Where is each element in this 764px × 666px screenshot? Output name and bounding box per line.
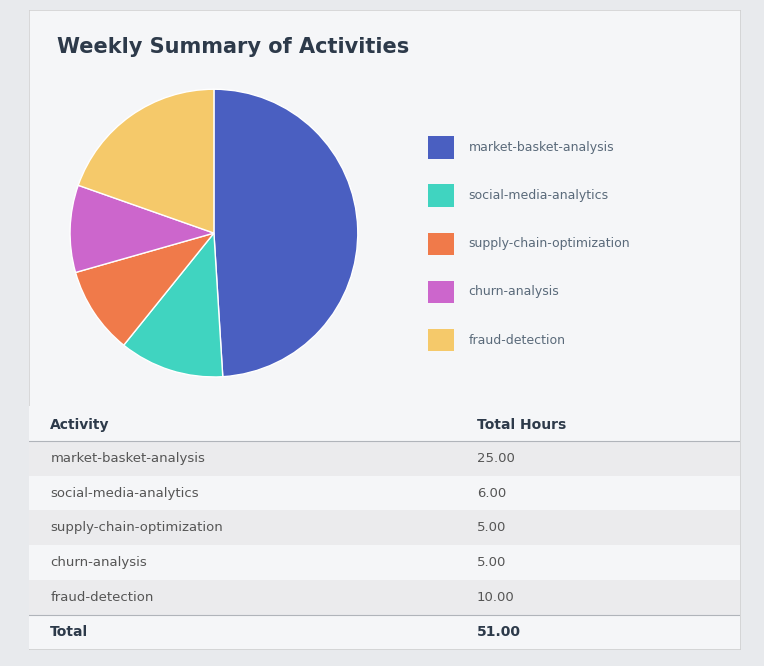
Text: social-media-analytics: social-media-analytics	[468, 189, 609, 202]
Text: Total: Total	[50, 625, 89, 639]
Text: churn-analysis: churn-analysis	[50, 556, 147, 569]
Text: fraud-detection: fraud-detection	[468, 334, 565, 346]
Text: Weekly Summary of Activities: Weekly Summary of Activities	[57, 37, 410, 57]
Text: Total Hours: Total Hours	[477, 418, 566, 432]
Bar	[29, 545, 740, 580]
Text: market-basket-analysis: market-basket-analysis	[50, 452, 206, 465]
Text: 51.00: 51.00	[477, 625, 520, 639]
Wedge shape	[124, 233, 223, 377]
Text: supply-chain-optimization: supply-chain-optimization	[50, 521, 223, 534]
Text: social-media-analytics: social-media-analytics	[50, 487, 199, 500]
Text: fraud-detection: fraud-detection	[50, 591, 154, 604]
Wedge shape	[78, 89, 214, 233]
Bar	[428, 232, 454, 255]
Bar	[428, 184, 454, 207]
Bar	[428, 280, 454, 304]
Bar	[428, 328, 454, 352]
Text: Activity: Activity	[50, 418, 110, 432]
Text: churn-analysis: churn-analysis	[468, 286, 559, 298]
Bar	[29, 510, 740, 545]
Wedge shape	[76, 233, 214, 345]
Text: 25.00: 25.00	[477, 452, 514, 465]
Wedge shape	[214, 89, 358, 377]
Text: 10.00: 10.00	[477, 591, 514, 604]
Bar	[29, 580, 740, 615]
Bar	[428, 137, 454, 159]
Text: market-basket-analysis: market-basket-analysis	[468, 141, 614, 155]
Text: supply-chain-optimization: supply-chain-optimization	[468, 237, 630, 250]
Wedge shape	[70, 185, 214, 272]
Bar	[29, 476, 740, 510]
Text: 5.00: 5.00	[477, 556, 506, 569]
Text: 5.00: 5.00	[477, 521, 506, 534]
Bar	[29, 615, 740, 649]
Text: 6.00: 6.00	[477, 487, 506, 500]
Bar	[29, 441, 740, 476]
